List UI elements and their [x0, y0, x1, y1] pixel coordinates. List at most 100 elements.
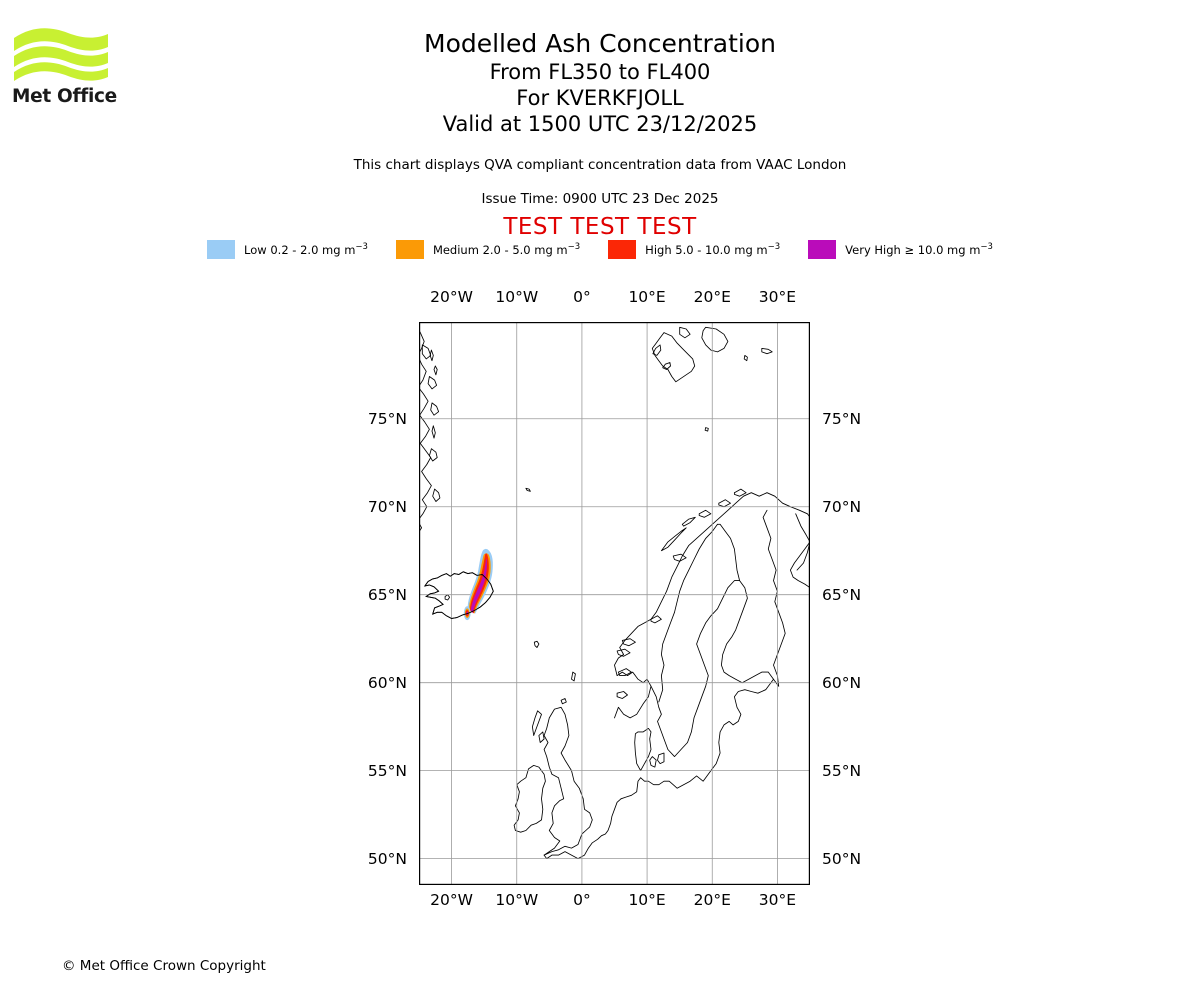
coastline-segment	[662, 362, 671, 370]
coastline-segment	[616, 691, 628, 699]
coastline-segment	[660, 527, 687, 552]
coastline-segment	[796, 541, 810, 571]
ash-concentration-map	[419, 322, 810, 885]
coastline-segment	[743, 354, 748, 362]
lat-tick-label: 75°N	[822, 409, 862, 428]
lon-tick-label: 30°E	[758, 288, 797, 306]
coastlines	[419, 326, 810, 860]
coastline-segment	[543, 706, 593, 856]
coastline-segment	[761, 347, 773, 355]
copyright-notice: © Met Office Crown Copyright	[62, 958, 266, 974]
iceland-coastline-overlay	[423, 571, 494, 619]
logo-wordmark: Met Office	[12, 86, 117, 107]
concentration-legend: Low 0.2 - 2.0 mg m−3 Medium 2.0 - 5.0 mg…	[0, 240, 1200, 259]
lon-tick-label: 10°W	[495, 288, 539, 306]
coastline-segment	[650, 580, 780, 758]
coastline-segment	[560, 698, 567, 705]
legend-label-very-high: Very High ≥ 10.0 mg m−3	[845, 242, 993, 257]
page-title: Modelled Ash Concentration	[424, 29, 776, 58]
coastline-segment	[657, 752, 665, 765]
coastline-segment	[428, 448, 438, 462]
coastline-segment	[704, 427, 709, 432]
lat-tick-label: 60°N	[822, 673, 862, 692]
coastline-segment	[762, 509, 786, 687]
lon-tick-label: 20°E	[693, 891, 731, 909]
coastline-segment	[431, 425, 436, 439]
coastline-segment	[698, 509, 712, 518]
lat-tick-label: 65°N	[822, 585, 862, 604]
coastline-segment	[616, 648, 631, 657]
lon-tick-label: 10°E	[628, 891, 666, 909]
coastline-segment	[533, 640, 540, 648]
lat-tick-label: 65°N	[367, 585, 407, 604]
title-valid-time: Valid at 1500 UTC 23/12/2025	[442, 112, 758, 136]
coastline-segment	[419, 329, 432, 533]
coastline-segment	[681, 516, 696, 527]
coastline-segment	[733, 488, 747, 497]
coastline-segment	[531, 710, 542, 736]
lat-tick-label: 55°N	[367, 761, 407, 780]
ash-contour-veryhigh	[470, 558, 487, 614]
coastline-segment	[538, 731, 545, 743]
lat-tick-label: 75°N	[367, 409, 407, 428]
coastline-segment	[789, 513, 810, 589]
legend-swatch-high	[608, 240, 637, 259]
coastline-segment	[718, 499, 731, 508]
lon-tick-label: 20°E	[693, 288, 731, 306]
coastline-segment	[701, 326, 729, 353]
lon-tick-label: 20°W	[430, 288, 473, 306]
met-office-logo: Met Office	[12, 24, 122, 114]
coastline-segment	[430, 402, 440, 416]
coastline-segment	[651, 332, 696, 383]
lat-tick-label: 60°N	[367, 673, 407, 692]
coastline-segment	[672, 553, 687, 562]
coastline-segment	[543, 798, 622, 860]
lon-tick-label: 30°E	[758, 891, 797, 909]
coastline-segment	[717, 523, 741, 582]
legend-item-high: High 5.0 - 10.0 mg m−3	[608, 240, 780, 259]
lat-tick-label: 55°N	[822, 761, 862, 780]
coastline-segment	[621, 638, 636, 647]
issue-time: Issue Time: 0900 UTC 23 Dec 2025	[481, 191, 719, 207]
map-frame	[419, 322, 810, 885]
title-flight-levels: From FL350 to FL400	[489, 60, 711, 84]
legend-label-medium: Medium 2.0 - 5.0 mg m−3	[432, 242, 581, 257]
coastline-segment	[620, 678, 774, 800]
title-volcano: For KVERKFJOLL	[516, 86, 684, 110]
legend-item-medium: Medium 2.0 - 5.0 mg m−3	[395, 240, 581, 259]
graticule-gridlines	[419, 322, 810, 885]
legend-swatch-very-high	[808, 240, 837, 259]
coastline-segment	[421, 344, 432, 360]
lat-tick-label: 50°N	[822, 849, 862, 868]
legend-label-high: High 5.0 - 10.0 mg m−3	[645, 242, 781, 257]
lat-tick-label: 70°N	[822, 497, 862, 516]
lon-tick-label: 0°	[573, 891, 591, 909]
lat-tick-label: 50°N	[367, 849, 407, 868]
lon-tick-label: 10°E	[628, 288, 666, 306]
coastline-segment	[513, 764, 546, 833]
coastline-segment	[650, 615, 662, 624]
coastline-segment	[617, 668, 632, 677]
coastline-segment	[634, 727, 652, 772]
coastline-segment	[429, 349, 434, 362]
legend-item-very-high: Very High ≥ 10.0 mg m−3	[808, 240, 993, 259]
chart-subnote: This chart displays QVA compliant concen…	[353, 157, 847, 173]
lat-tick-label: 70°N	[367, 497, 407, 516]
logo-waves-icon	[14, 28, 108, 81]
coastline-segment	[525, 487, 531, 492]
legend-swatch-medium	[395, 240, 424, 259]
lon-tick-label: 0°	[573, 288, 591, 306]
chart-title-block: Modelled Ash Concentration From FL350 to…	[0, 28, 1200, 137]
legend-label-low: Low 0.2 - 2.0 mg m−3	[244, 242, 368, 257]
coastline-segment	[433, 365, 438, 376]
coastline-segment	[649, 756, 657, 768]
coastline-segment	[432, 488, 441, 502]
legend-item-low: Low 0.2 - 2.0 mg m−3	[207, 240, 368, 259]
lon-tick-label: 10°W	[495, 891, 539, 909]
legend-swatch-low	[207, 240, 236, 259]
coastline-segment	[658, 523, 718, 703]
ash-plume-contours	[463, 548, 493, 621]
lon-tick-label: 20°W	[430, 891, 473, 909]
coastline-segment	[571, 671, 576, 682]
coastline-segment	[427, 376, 438, 390]
